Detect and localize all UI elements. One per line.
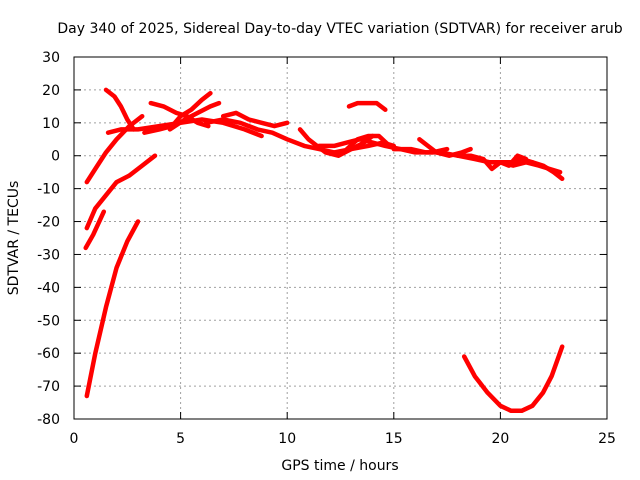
series-arc-2 xyxy=(83,209,107,251)
y-tick-label: -80 xyxy=(37,412,60,428)
series-arc-14 xyxy=(344,133,392,152)
y-tick-label: 0 xyxy=(51,149,60,165)
y-tick-label: -70 xyxy=(37,379,60,395)
series-arc-12 xyxy=(297,127,375,158)
series-arc-3 xyxy=(84,153,158,231)
y-axis-title: SDTVAR / TECUs xyxy=(6,181,22,296)
y-tick-label: -30 xyxy=(37,247,60,263)
y-tick-label: -50 xyxy=(37,313,60,329)
series-arc-11 xyxy=(203,117,397,155)
series-arc-9 xyxy=(167,100,222,132)
series-arc-8 xyxy=(148,100,211,129)
series-arc-21 xyxy=(461,344,565,414)
series-arc-17 xyxy=(417,137,473,158)
y-tick-label: 20 xyxy=(42,83,60,99)
x-tick-label: 20 xyxy=(491,431,509,447)
y-tick-label: -60 xyxy=(37,346,60,362)
y-tick-label: -40 xyxy=(37,280,60,296)
x-tick-label: 5 xyxy=(176,431,185,447)
chart-title: Day 340 of 2025, Sidereal Day-to-day VTE… xyxy=(57,21,622,37)
series-arc-5 xyxy=(103,87,136,132)
series-arc-1 xyxy=(84,219,141,399)
y-tick-label: 30 xyxy=(42,50,60,66)
plot-frame xyxy=(73,56,608,420)
axis-ticks xyxy=(73,56,608,420)
x-tick-label: 25 xyxy=(598,431,616,447)
chart-grid xyxy=(74,57,607,419)
series-arc-18 xyxy=(455,153,529,172)
x-tick-label: 10 xyxy=(278,431,296,447)
x-tick-labels: 0 5 10 15 20 25 xyxy=(70,431,616,447)
x-tick-label: 0 xyxy=(70,431,79,447)
series-arc-20 xyxy=(530,160,565,182)
y-tick-label: -10 xyxy=(37,182,60,198)
x-axis-title: GPS time / hours xyxy=(281,458,398,474)
y-tick-label: -20 xyxy=(37,215,60,231)
chart-series xyxy=(83,87,565,414)
y-tick-labels: 30 20 10 0 -10 -20 -30 -40 -50 -60 -70 -80 xyxy=(37,50,60,428)
series-arc-10 xyxy=(220,110,290,129)
series-arc-15 xyxy=(346,100,388,112)
x-tick-label: 15 xyxy=(385,431,403,447)
y-tick-label: 10 xyxy=(42,116,60,132)
